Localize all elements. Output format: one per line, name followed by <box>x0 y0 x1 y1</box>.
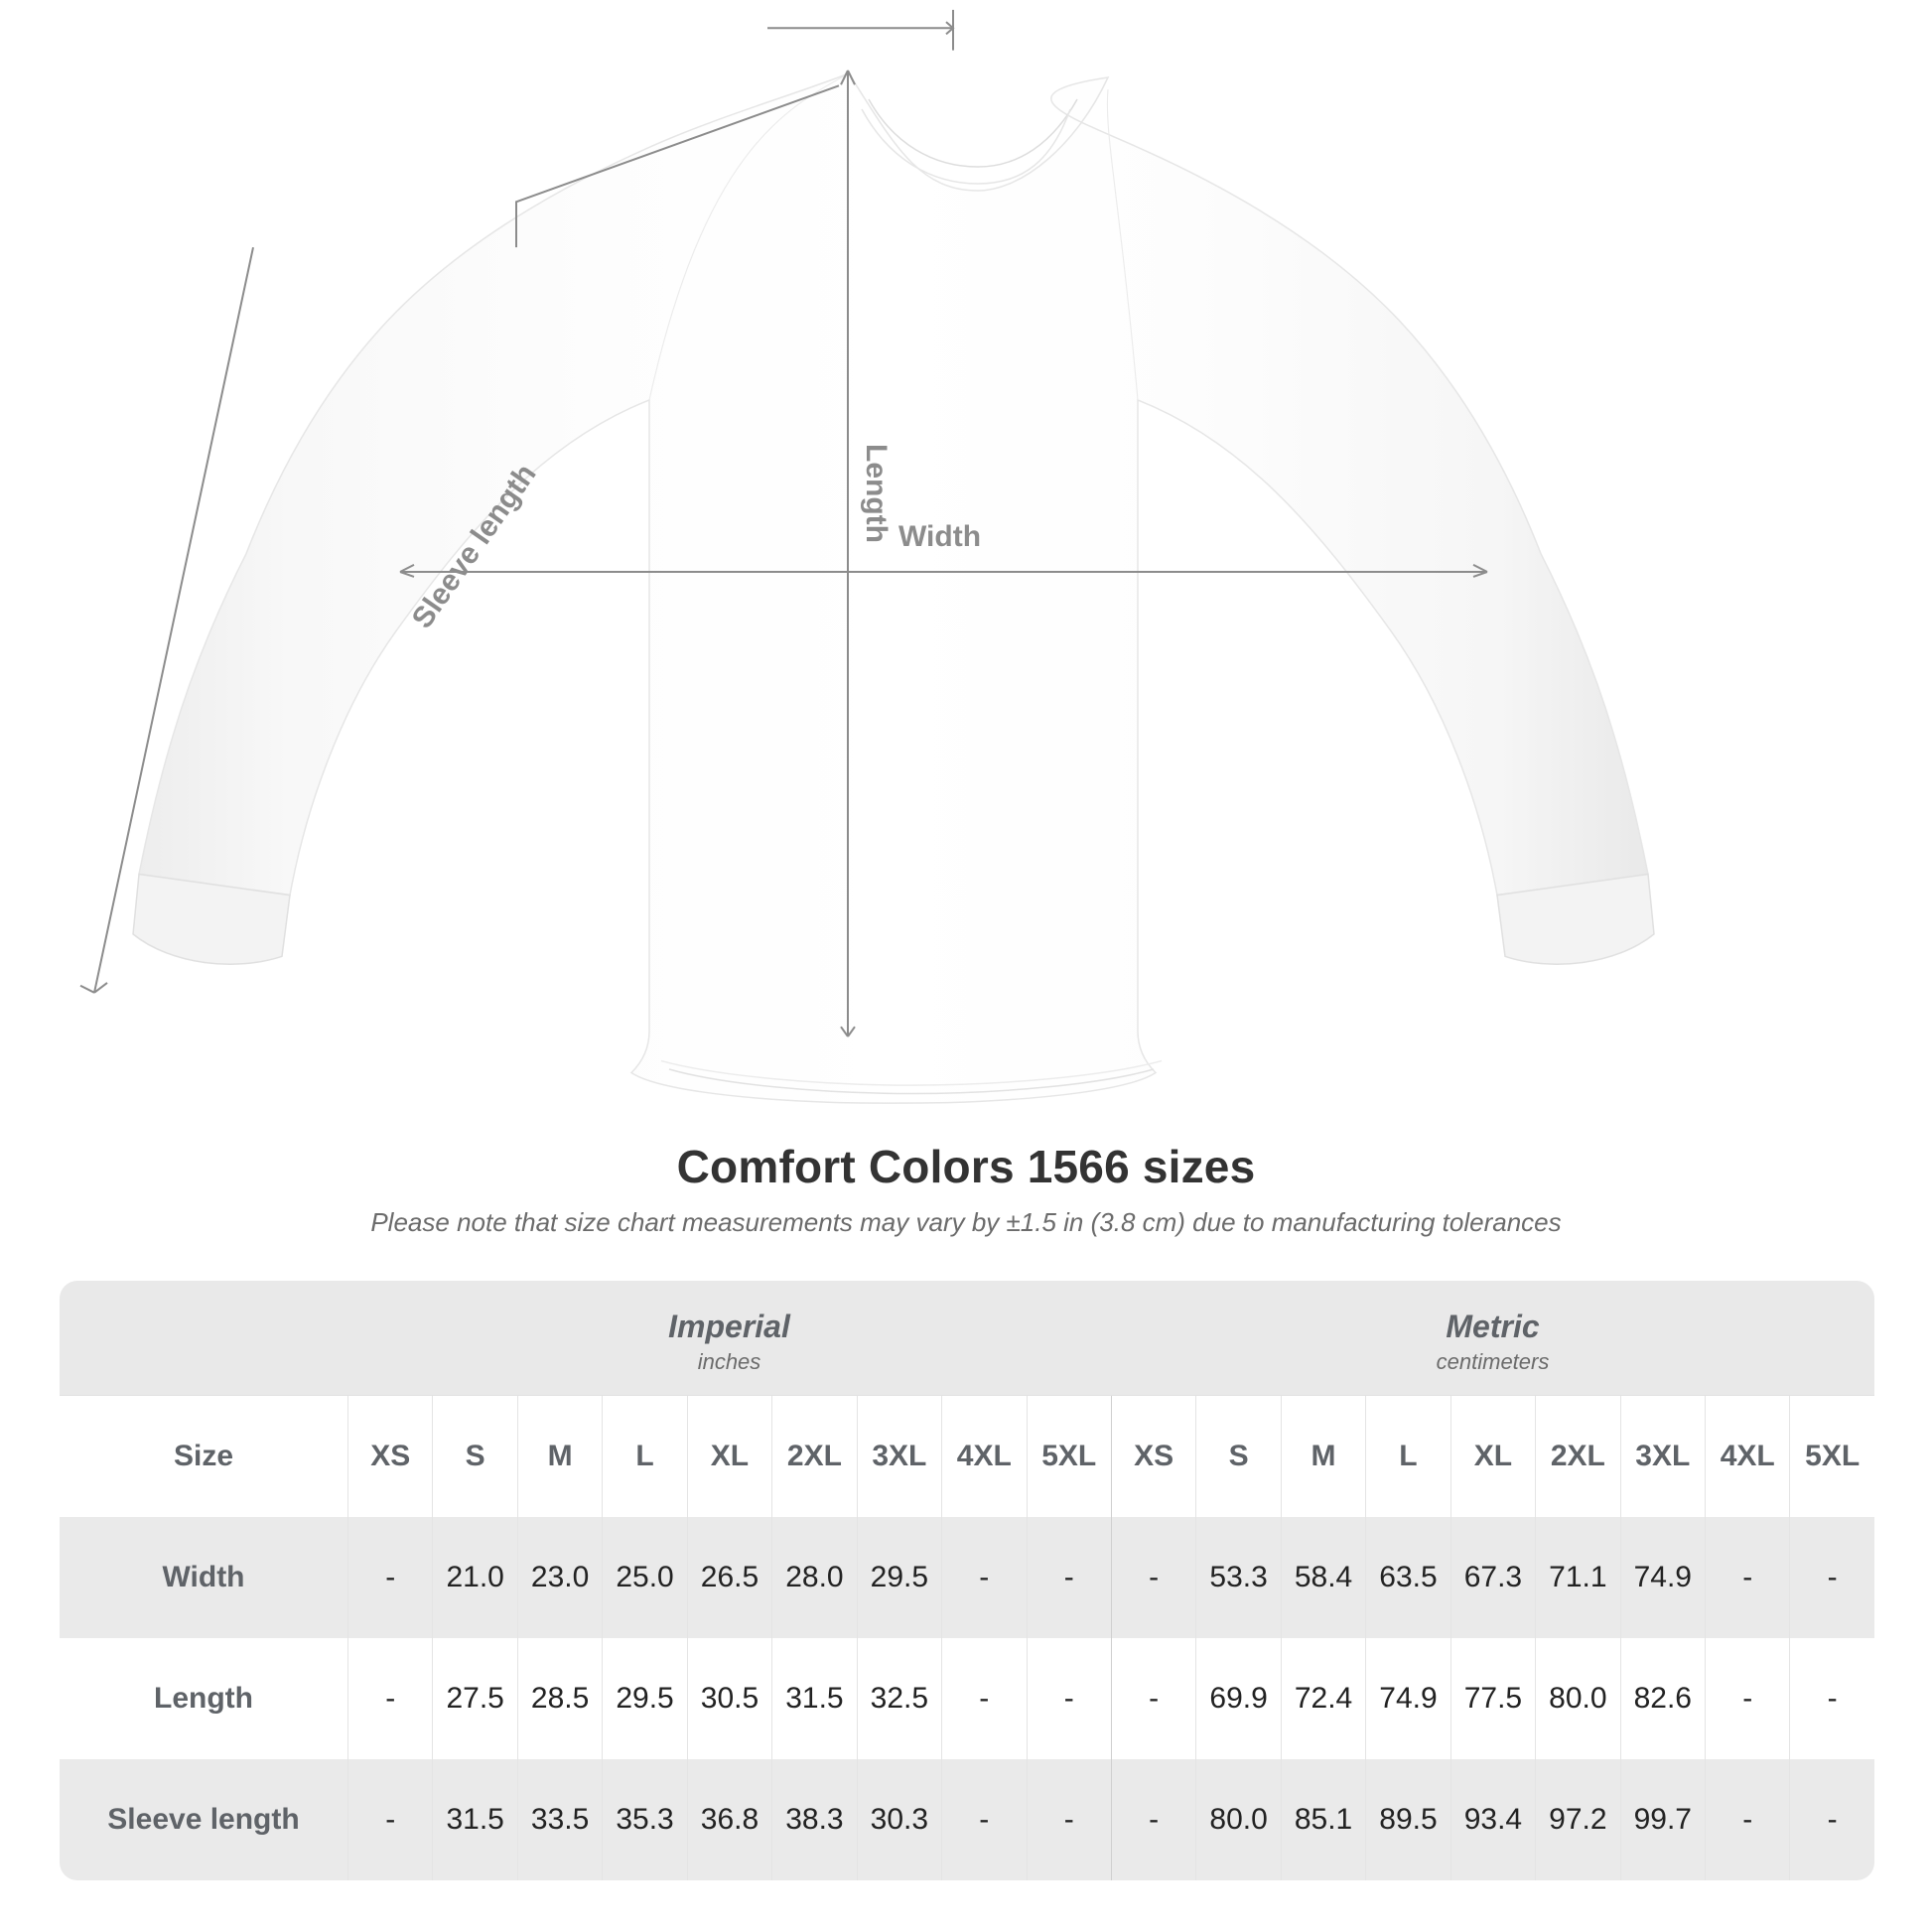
svg-text:Width: Width <box>898 520 981 553</box>
svg-text:Length: Length <box>860 444 893 543</box>
